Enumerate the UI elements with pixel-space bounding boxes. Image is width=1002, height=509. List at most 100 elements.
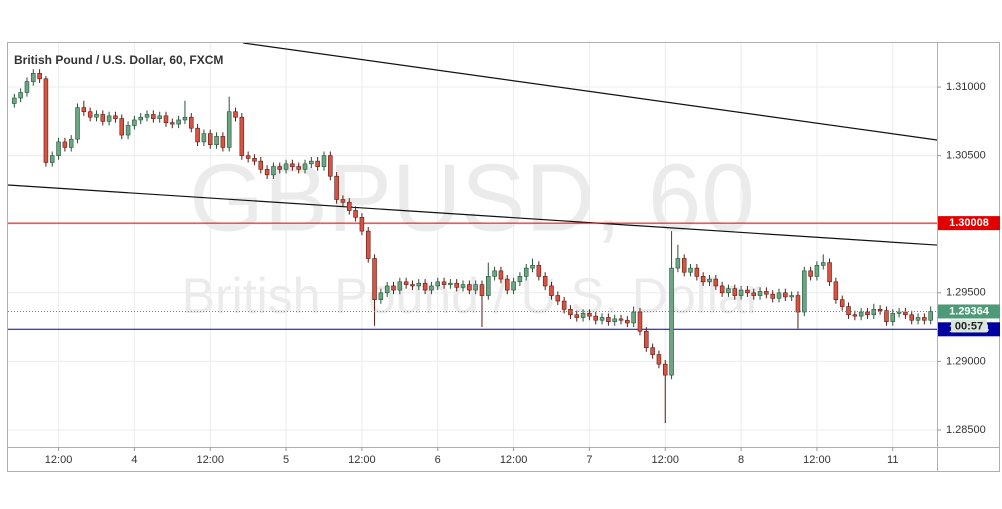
x-tick-label: 8	[738, 454, 744, 466]
candle-body	[68, 138, 74, 148]
candle-body	[726, 288, 731, 294]
x-tick-label: 7	[586, 454, 592, 466]
y-tick-label: 1.30500	[946, 150, 986, 162]
candle-body	[252, 158, 257, 162]
candle-body	[700, 276, 706, 283]
x-tick-label: 11	[887, 454, 898, 466]
candle-body	[328, 155, 333, 177]
candle-body	[100, 114, 106, 122]
candle-body	[56, 141, 61, 156]
x-tick-label: 12:00	[803, 454, 831, 466]
candle-body	[675, 258, 681, 269]
candle-body	[486, 276, 491, 296]
candle-body	[309, 160, 314, 165]
candle-body	[549, 285, 554, 296]
candle-body	[397, 281, 403, 291]
candle-body	[144, 114, 150, 118]
candle-body	[290, 163, 295, 167]
candle-body	[890, 313, 896, 322]
candle-body	[403, 281, 409, 285]
candle-body	[334, 175, 339, 200]
candle-body	[365, 230, 371, 259]
candle-body	[865, 311, 870, 316]
x-tick-label: 12:00	[651, 454, 679, 466]
candle-body	[637, 311, 643, 332]
candle-body	[182, 116, 188, 121]
price-label: 1.30008	[949, 217, 989, 229]
candle-body	[669, 267, 674, 376]
candle-body	[612, 318, 617, 322]
candle-body	[757, 291, 763, 296]
candle-body	[719, 285, 725, 294]
trend-line	[243, 43, 937, 141]
candle-body	[896, 311, 902, 314]
candle-body	[410, 284, 415, 287]
watermark-symbol: GBPUSD, 60	[189, 144, 755, 251]
candle-body	[650, 347, 655, 355]
y-tick-label: 1.31000	[946, 81, 986, 93]
candle-body	[353, 210, 358, 218]
candle-body	[846, 306, 851, 316]
candle-body	[201, 133, 207, 143]
candle-body	[909, 314, 914, 321]
candle-body	[359, 217, 365, 232]
candle-body	[631, 311, 636, 324]
candle-body	[903, 311, 908, 316]
candle-body	[258, 160, 264, 170]
candle-body	[745, 289, 750, 294]
axes: 1.285001.290001.295001.300001.305001.310…	[45, 81, 1000, 466]
candle-body	[207, 133, 213, 145]
candle-body	[764, 291, 769, 295]
candle-body	[378, 292, 384, 300]
candle-body	[574, 314, 580, 318]
grid	[8, 43, 937, 447]
x-tick-label: 12:00	[45, 454, 73, 466]
candle-body	[233, 111, 238, 118]
candle-body	[770, 293, 775, 299]
candle-body	[347, 201, 352, 211]
candle-body	[271, 166, 276, 176]
candle-body	[125, 125, 131, 136]
y-tick-label: 1.29000	[946, 355, 986, 367]
candle-body	[81, 107, 87, 113]
x-tick-label: 6	[435, 454, 441, 466]
x-tick-label: 12:00	[348, 454, 376, 466]
x-tick-label: 12:00	[500, 454, 528, 466]
candle-body	[321, 155, 327, 167]
candle-body	[783, 292, 788, 298]
last-price-label: 1.29364	[949, 305, 990, 317]
candle-body	[662, 363, 668, 376]
candle-body	[568, 308, 573, 316]
candle-body	[789, 295, 794, 298]
candle-body	[820, 262, 826, 266]
candle-body	[12, 97, 17, 104]
candle-body	[606, 317, 611, 322]
candle-body	[479, 284, 485, 296]
candle-body	[138, 116, 143, 121]
candle-body	[802, 270, 807, 313]
candle-body	[422, 282, 428, 291]
candle-body	[928, 311, 933, 321]
candle-body	[283, 163, 289, 170]
candle-body	[814, 265, 820, 277]
candle-body	[62, 141, 68, 148]
candle-body	[448, 282, 453, 285]
candle-body	[106, 115, 112, 122]
x-tick-label: 4	[131, 454, 137, 466]
chart-title: British Pound / U.S. Dollar, 60, FXCM	[14, 53, 223, 67]
candle-body	[492, 270, 497, 277]
candle-body	[151, 114, 156, 119]
candle-body	[176, 119, 181, 125]
candle-body	[871, 308, 877, 316]
candle-body	[429, 285, 434, 291]
candle-body	[302, 163, 308, 170]
candle-body	[372, 258, 377, 300]
candle-body	[751, 292, 756, 296]
watermark-description: British Pound / U.S. Dollar	[182, 268, 763, 324]
candle-body	[391, 285, 396, 291]
last-price-box	[938, 304, 1000, 319]
candle-body	[220, 136, 226, 148]
chart-frame	[7, 42, 1000, 472]
candle-body	[858, 311, 864, 317]
candle-body	[795, 295, 801, 313]
